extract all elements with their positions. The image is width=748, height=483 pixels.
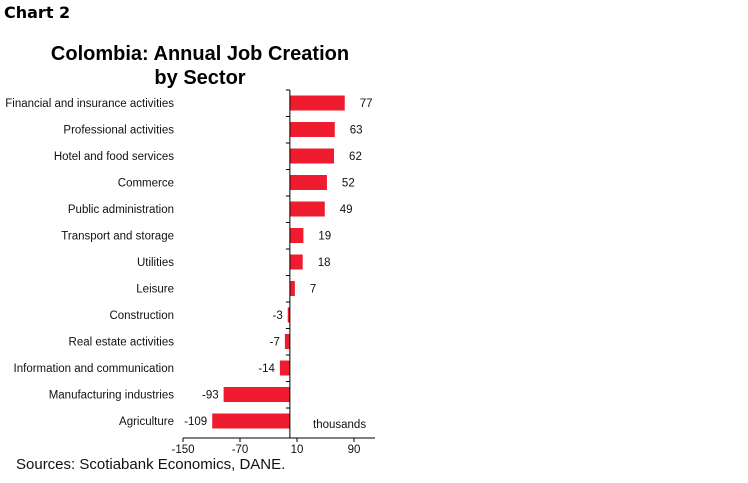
data-label: -7 <box>270 337 280 349</box>
category-label: Financial and insurance activities <box>5 98 174 110</box>
category-label: Manufacturing industries <box>49 390 175 402</box>
x-tick-label: 90 <box>348 444 361 456</box>
bar <box>279 360 290 376</box>
bar <box>289 281 295 296</box>
chart-title: Colombia: Annual Job Creation by Sector <box>20 42 380 90</box>
category-label: Professional activities <box>63 125 174 137</box>
data-label: 52 <box>342 178 355 190</box>
category-label: Leisure <box>136 284 174 296</box>
bar <box>289 148 335 164</box>
bar <box>223 387 290 402</box>
title-line-2: by Sector <box>154 67 246 89</box>
data-label: -109 <box>184 416 207 428</box>
bar <box>289 254 303 270</box>
x-tick-label: -70 <box>232 444 249 456</box>
bar <box>284 334 290 349</box>
bar <box>289 95 345 111</box>
bar <box>287 307 290 323</box>
category-label: Commerce <box>118 178 174 190</box>
data-label: 7 <box>310 284 316 296</box>
title-line-1: Colombia: Annual Job Creation <box>50 43 350 65</box>
data-label: 19 <box>318 231 331 243</box>
category-label: Agriculture <box>119 416 174 428</box>
source-note: Sources: Scotiabank Economics, DANE. <box>16 456 286 473</box>
bar <box>212 413 290 429</box>
category-label: Real estate activities <box>69 337 175 349</box>
data-label: 77 <box>360 98 373 110</box>
bar <box>289 201 325 217</box>
data-label: -93 <box>202 390 219 402</box>
bar <box>289 228 304 243</box>
x-tick-label: -150 <box>171 444 194 456</box>
category-label: Public administration <box>68 204 174 216</box>
bar <box>289 122 335 137</box>
category-label: Transport and storage <box>61 231 174 243</box>
category-label: Information and communication <box>14 363 174 375</box>
data-label: -14 <box>258 363 275 375</box>
x-tick-label: 10 <box>291 444 304 456</box>
unit-label: thousands <box>313 419 366 431</box>
category-label: Utilities <box>137 257 174 269</box>
data-label: 49 <box>340 204 353 216</box>
chart-number: Chart 2 <box>4 3 71 22</box>
data-label: 62 <box>349 151 362 163</box>
data-label: 63 <box>350 125 363 137</box>
data-label: 18 <box>318 257 331 269</box>
category-label: Construction <box>109 310 174 322</box>
bar <box>289 175 327 190</box>
data-label: -3 <box>273 310 283 322</box>
category-label: Hotel and food services <box>54 151 174 163</box>
